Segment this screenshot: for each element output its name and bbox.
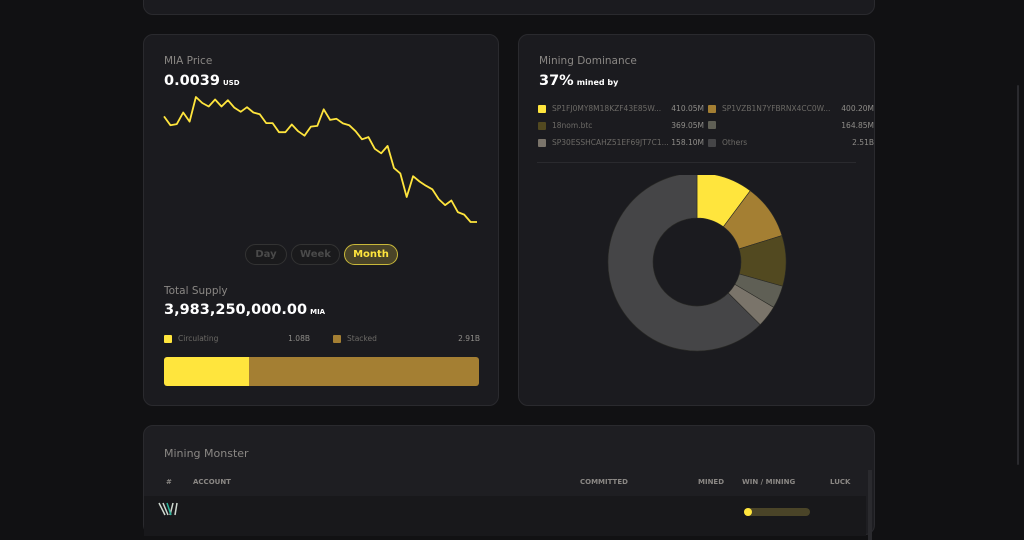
legend-value: 158.10M xyxy=(671,138,704,147)
legend-swatch xyxy=(538,138,546,147)
table-scrollbar[interactable] xyxy=(868,470,872,540)
table-row[interactable] xyxy=(144,496,866,536)
legend-value: 164.85M xyxy=(841,121,874,130)
dominance-legend-item xyxy=(708,121,722,129)
legend-value: 369.05M xyxy=(671,121,704,130)
col-luck[interactable]: LUCK xyxy=(830,478,851,486)
legend-label: SP1FJ0MY8M18KZF43E85W... xyxy=(552,104,662,113)
legend-swatch xyxy=(538,104,546,113)
legend-value: 2.51B xyxy=(852,138,874,147)
account-avatar-icon xyxy=(158,502,178,516)
mining-dominance-card: Mining Dominance 37% mined by SP1FJ0MY8M1… xyxy=(518,34,875,406)
legend-label: SP1VZB1N7YFBRNX4CC0W... xyxy=(722,104,831,113)
col-win-mining[interactable]: WIN / MINING xyxy=(742,478,796,486)
page-scrollbar[interactable] xyxy=(1017,85,1019,465)
mining-monster-card: Mining Monster # ACCOUNT COMMITTED MINED… xyxy=(143,425,875,540)
col-rank[interactable]: # xyxy=(166,478,172,486)
legend-label: 18nom.btc xyxy=(552,121,593,130)
win-mining-bar xyxy=(744,508,810,516)
supply-title: Total Supply xyxy=(164,285,228,297)
legend-label: SP30ESSHCAHZ51EF69JT7C1... xyxy=(552,138,669,147)
supply-bar-segment xyxy=(249,357,479,386)
supply-bar-segment xyxy=(164,357,250,386)
price-value: 0.0039 USD xyxy=(164,73,240,89)
legend-swatch xyxy=(708,104,716,113)
monster-title: Mining Monster xyxy=(164,447,249,460)
dominance-value: 37% mined by xyxy=(539,73,619,89)
price-title: MIA Price xyxy=(164,55,213,67)
dominance-legend-item: Others xyxy=(708,138,747,147)
legend-label: Others xyxy=(722,138,748,147)
stacked-value: 2.91B xyxy=(458,334,480,343)
legend-swatch xyxy=(708,121,716,129)
legend-swatch xyxy=(708,138,716,147)
legend-circulating: Circulating xyxy=(164,334,218,343)
dominance-donut-chart xyxy=(607,175,787,352)
price-line xyxy=(163,96,477,223)
range-day-button[interactable]: Day xyxy=(245,244,287,265)
dominance-title: Mining Dominance xyxy=(539,55,637,67)
circulating-value: 1.08B xyxy=(288,334,310,343)
supply-value: 3,983,250,000.00 MIA xyxy=(164,302,326,318)
dominance-legend-item: SP30ESSHCAHZ51EF69JT7C1... xyxy=(538,138,669,147)
col-mined[interactable]: MINED xyxy=(698,478,725,486)
divider xyxy=(537,162,856,163)
dominance-legend-item: SP1VZB1N7YFBRNX4CC0W... xyxy=(708,104,830,113)
dominance-legend-item: 18nom.btc xyxy=(538,121,592,130)
legend-swatch xyxy=(538,121,546,130)
supply-bar xyxy=(164,357,479,386)
price-line-chart xyxy=(163,96,477,223)
range-month-button[interactable]: Month xyxy=(344,244,398,265)
legend-value: 410.05M xyxy=(671,104,704,113)
col-committed[interactable]: COMMITTED xyxy=(580,478,628,486)
top-card xyxy=(143,0,875,15)
mia-price-card: MIA Price 0.0039 USD Day Week Month Total… xyxy=(143,34,499,406)
range-week-button[interactable]: Week xyxy=(291,244,340,265)
donut-slice[interactable] xyxy=(607,175,761,352)
legend-stacked: Stacked xyxy=(333,334,377,343)
legend-value: 400.20M xyxy=(841,104,874,113)
dominance-legend-item: SP1FJ0MY8M18KZF43E85W... xyxy=(538,104,661,113)
col-account[interactable]: ACCOUNT xyxy=(193,478,231,486)
